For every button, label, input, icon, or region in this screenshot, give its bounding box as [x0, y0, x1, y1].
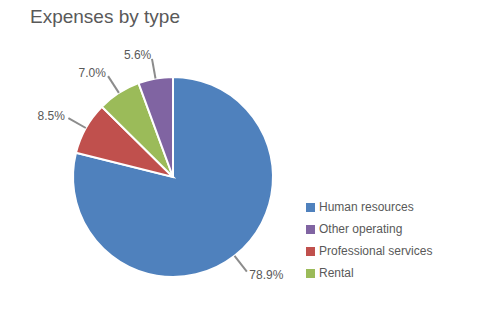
- html-text:Other operating: Other operating: [319, 222, 403, 236]
- html-text:Human resources: Human resources: [319, 200, 414, 214]
- svg-text:8.5%: 8.5%: [38, 109, 66, 123]
- svg-text:78.9%: 78.9%: [249, 268, 283, 282]
- html-text:Rental: Rental: [319, 266, 354, 280]
- svg-text:7.0%: 7.0%: [79, 66, 107, 80]
- html-text:Expenses by type: Expenses by type: [30, 6, 180, 27]
- svg-text:5.6%: 5.6%: [124, 48, 152, 62]
- html-text:Professional services: Professional services: [319, 244, 433, 258]
